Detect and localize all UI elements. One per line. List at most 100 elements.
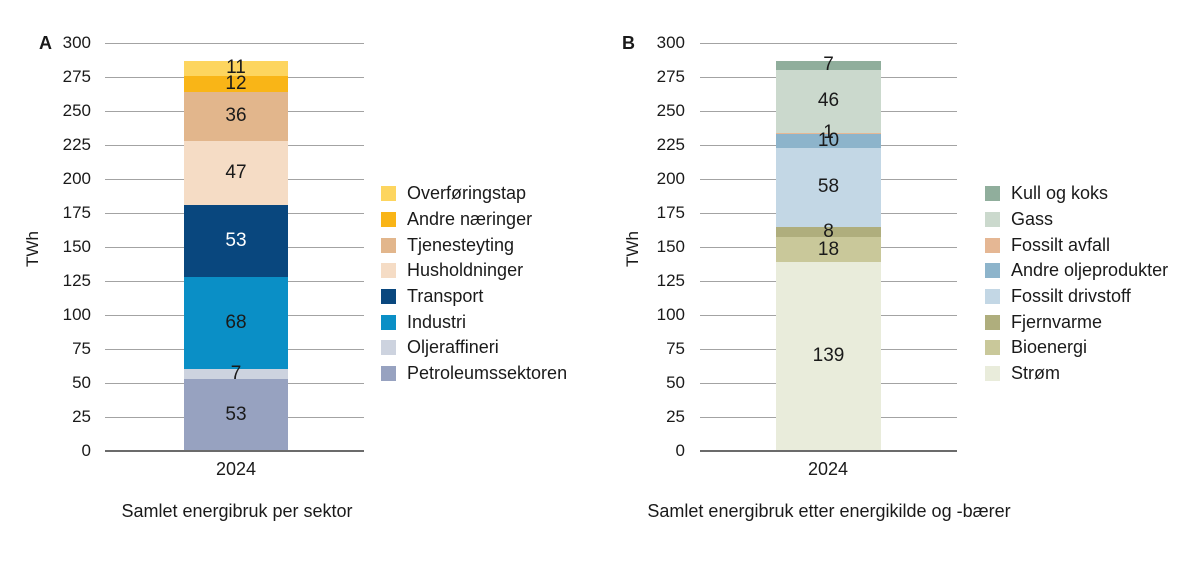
legend-item: Oljeraffineri: [381, 335, 567, 361]
y-tick-label: 75: [666, 339, 685, 358]
bar-segment-kull-og-koks: [776, 60, 881, 71]
legend-label: Strøm: [1011, 363, 1060, 384]
bar-segment-transport: [184, 204, 288, 277]
y-tick-label: 25: [72, 407, 91, 426]
legend-item: Overføringstap: [381, 181, 567, 207]
legend-swatch-icon: [381, 289, 396, 305]
legend-label: Industri: [407, 311, 467, 332]
y-tick-label: 275: [656, 67, 685, 86]
legend-item: Andre næringer: [381, 207, 567, 233]
y-tick-label: 25: [666, 407, 685, 426]
bar-segment-petroleumssektoren: [184, 378, 288, 451]
segment-value-label: 139: [812, 345, 845, 367]
y-tick-label: 150: [62, 237, 91, 256]
y-tick-label: 175: [656, 203, 685, 222]
segment-value-label: 7: [823, 54, 834, 76]
legend-label: Kull og koks: [1011, 183, 1109, 204]
segment-value-label: 18: [817, 238, 840, 260]
y-tick-label: 50: [72, 373, 91, 392]
legend-label: Overføringstap: [407, 183, 527, 204]
segment-value-label: 36: [225, 105, 247, 127]
segment-value-label: 11: [226, 57, 246, 79]
legend-item: Petroleumssektoren: [381, 361, 567, 387]
segment-value-label: 58: [817, 176, 840, 198]
segment-value-label: 68: [225, 312, 247, 334]
bar-segment-oljeraffineri: [184, 369, 288, 379]
legend-label: Andre oljeprodukter: [1011, 260, 1169, 281]
y-tick-label: 0: [81, 441, 91, 460]
legend-swatch-icon: [985, 289, 1000, 305]
bar-segment-fossilt-avfall: [776, 132, 881, 135]
bar-segment-str-m: [776, 261, 881, 451]
legend-label: Transport: [407, 286, 484, 307]
bar-segment-andre-n-ringer: [184, 75, 288, 92]
bar-segment-fossilt-drivstoff: [776, 147, 881, 227]
y-tick-label: 125: [62, 271, 91, 290]
legend-swatch-icon: [381, 366, 396, 382]
legend-swatch-icon: [381, 340, 396, 356]
segment-value-label: 53: [225, 403, 247, 425]
legend-label: Bioenergi: [1011, 337, 1088, 358]
legend-item: Industri: [381, 309, 567, 335]
y-tick-label: 225: [656, 135, 685, 154]
segment-value-label: 53: [225, 229, 247, 251]
y-tick-label: 300: [62, 33, 91, 52]
bar-segment-husholdninger: [184, 140, 288, 205]
y-tick-label: 200: [62, 169, 91, 188]
panel-b-x-tick-label: 2024: [807, 459, 849, 479]
legend-label: Petroleumssektoren: [407, 363, 568, 384]
bar-segment-fjernvarme: [776, 226, 881, 238]
legend-label: Fjernvarme: [1011, 311, 1103, 332]
legend-swatch-icon: [381, 186, 396, 202]
legend-swatch-icon: [381, 314, 396, 330]
y-tick-label: 300: [656, 33, 685, 52]
legend-item: Andre oljeprodukter: [985, 258, 1168, 284]
y-tick-label: 100: [62, 305, 91, 324]
legend-label: Gass: [1011, 209, 1054, 230]
legend-swatch-icon: [985, 366, 1000, 382]
y-tick-label: 0: [675, 441, 685, 460]
segment-value-label: 8: [823, 221, 834, 243]
bar-segment-overf-ringstap: [184, 60, 288, 76]
segment-value-label: 12: [225, 72, 247, 94]
legend-item: Gass: [985, 207, 1168, 233]
y-tick-label: 225: [62, 135, 91, 154]
legend-swatch-icon: [381, 212, 396, 228]
y-tick-label: 250: [62, 101, 91, 120]
bar-segment-gass: [776, 70, 881, 133]
gridline: [105, 43, 364, 44]
y-tick-label: 100: [656, 305, 685, 324]
panel-b-legend: Kull og koks Gass Fossilt avfall Andre olje…: [985, 181, 1168, 387]
legend-label: Tjenesteyting: [407, 234, 515, 255]
legend-label: Fossilt drivstoff: [1011, 286, 1131, 307]
y-tick-label: 175: [62, 203, 91, 222]
segment-value-label: 10: [817, 129, 840, 151]
bar-segment-bioenergi: [776, 237, 881, 262]
legend-swatch-icon: [985, 263, 1000, 279]
panel-a-label: A: [39, 33, 52, 53]
legend-swatch-icon: [985, 314, 1000, 330]
legend-item: Husholdninger: [381, 258, 567, 284]
legend-item: Strøm: [985, 361, 1168, 387]
legend-item: Fjernvarme: [985, 309, 1168, 335]
x-axis-line: [700, 450, 957, 452]
y-tick-label: 200: [656, 169, 685, 188]
segment-value-label: 7: [230, 363, 242, 385]
x-axis-line: [105, 450, 364, 452]
legend-swatch-icon: [985, 212, 1000, 228]
panel-a-caption: Samlet energibruk per sektor: [121, 501, 353, 521]
y-tick-label: 150: [656, 237, 685, 256]
y-tick-label: 250: [656, 101, 685, 120]
legend-label: Fossilt avfall: [1011, 234, 1111, 255]
legend-item: Tjenesteyting: [381, 232, 567, 258]
legend-item: Bioenergi: [985, 335, 1168, 361]
segment-value-label: 1: [823, 122, 834, 144]
bar-segment-industri: [184, 276, 288, 370]
legend-label: Oljeraffineri: [407, 337, 499, 358]
legend-label: Husholdninger: [407, 260, 524, 281]
y-tick-label: 50: [666, 373, 685, 392]
panel-b-caption: Samlet energibruk etter energikilde og -…: [647, 501, 1011, 521]
panel-a-x-tick-label: 2024: [215, 459, 257, 479]
